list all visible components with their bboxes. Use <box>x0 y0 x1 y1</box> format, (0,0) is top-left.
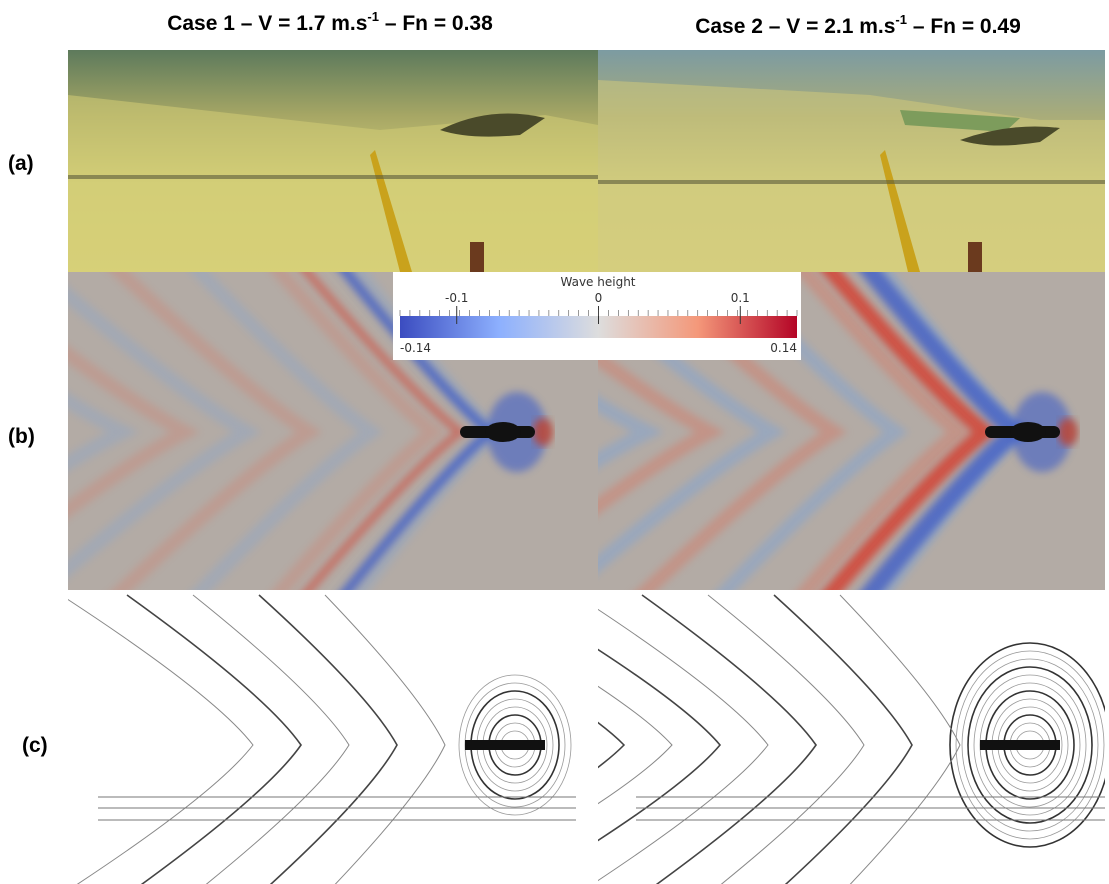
contour-case-2 <box>312 595 1109 884</box>
contour-case-1 <box>61 595 576 884</box>
colorbar-tick-label: 0.1 <box>731 291 750 305</box>
colorbar-tick-label: 0 <box>595 291 603 305</box>
heading-superscript: -1 <box>895 12 907 27</box>
heading-text: – Fn = 0.49 <box>907 15 1021 38</box>
heading-text: – Fn = 0.38 <box>379 12 493 35</box>
contour-line <box>193 595 349 884</box>
contour-line <box>774 595 912 884</box>
swimmer <box>1010 422 1046 442</box>
colorbar-tick-label: -0.1 <box>445 291 468 305</box>
contour-line <box>312 595 576 884</box>
row-label: (c) <box>22 734 48 757</box>
colorbar: Wave height -0.14 0.14 -0.1 0 0.1 <box>393 272 801 360</box>
colorbar-max-label: 0.14 <box>770 341 797 355</box>
contour-line <box>259 595 397 884</box>
contour-line <box>325 595 445 884</box>
column-heading: Case 2 – V = 2.1 m.s-1 – Fn = 0.49 <box>695 12 1021 38</box>
photo-case-2 <box>598 50 1105 272</box>
contour-line <box>127 595 301 884</box>
contour-line <box>642 595 816 884</box>
column-heading: Case 1 – V = 1.7 m.s-1 – Fn = 0.38 <box>167 9 493 35</box>
vessel <box>980 740 1060 750</box>
bow-crest <box>533 418 553 446</box>
swimmer <box>485 422 521 442</box>
bow-crest <box>1058 418 1078 446</box>
contour-line <box>708 595 864 884</box>
figure: Case 1 – V = 1.7 m.s-1 – Fn = 0.38 Case … <box>0 0 1109 884</box>
contour-line <box>378 595 624 884</box>
photo-case-1 <box>68 50 598 272</box>
contour-line <box>61 595 253 884</box>
heading-text: Case 1 – V = 1.7 m.s <box>167 12 367 35</box>
heading-superscript: -1 <box>367 9 379 24</box>
vessel <box>465 740 545 750</box>
row-label: (a) <box>8 152 34 175</box>
contour-line <box>510 595 720 884</box>
colorbar-title: Wave height <box>561 275 636 289</box>
contour-line <box>576 595 768 884</box>
contour-line <box>840 595 960 884</box>
row-label: (b) <box>8 425 35 448</box>
heading-text: Case 2 – V = 2.1 m.s <box>695 15 895 38</box>
colorbar-min-label: -0.14 <box>400 341 431 355</box>
